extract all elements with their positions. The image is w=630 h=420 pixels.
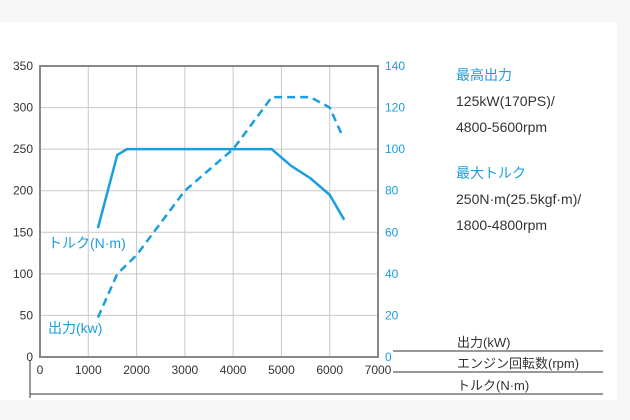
plot-frame: [39, 65, 379, 358]
power-line: [96, 95, 343, 319]
y-left-tick-label: 350: [13, 59, 33, 73]
y-right-tick-label: 140: [385, 59, 405, 73]
max-torque-rpm: 1800-4800rpm: [456, 217, 548, 233]
max-power-rpm: 4800-5600rpm: [456, 119, 548, 135]
rpm-axis-label: エンジン回転数(rpm): [457, 356, 579, 371]
torque-line: [96, 147, 346, 229]
max-torque-value: 250N·m(25.5kgf·m)/: [456, 191, 582, 207]
max-power-title: 最高出力: [456, 67, 512, 83]
x-tick-label: 6000: [316, 363, 343, 377]
x-tick-label: 0: [37, 363, 44, 377]
y-left-tick-label: 100: [13, 267, 33, 281]
y-left-tick-label: 200: [13, 184, 33, 198]
y-right-tick-label: 0: [385, 350, 392, 364]
y-left-tick-label: 250: [13, 142, 33, 156]
x-tick-label: 2000: [123, 363, 150, 377]
x-tick-label: 3000: [172, 363, 199, 377]
y-right-tick-label: 20: [385, 308, 399, 322]
y-left-tick-label: 50: [20, 308, 34, 322]
torque-axis-label: トルク(N·m): [457, 378, 529, 393]
power-axis-label: 出力(kW): [457, 335, 510, 350]
max-torque-title: 最大トルク: [456, 165, 526, 181]
y-right-tick-label: 40: [385, 267, 399, 281]
max-torque-spec: 最大トルク 250N·m(25.5kgf·m)/ 1800-4800rpm: [456, 160, 581, 238]
y-right-tick-label: 120: [385, 101, 405, 115]
y-right-tick-label: 80: [385, 184, 399, 198]
x-tick-label: 1000: [75, 363, 102, 377]
x-tick-label: 5000: [268, 363, 295, 377]
y-right-tick-label: 60: [385, 225, 399, 239]
x-tick-label: 4000: [220, 363, 247, 377]
y-right-tick-label: 100: [385, 142, 405, 156]
max-power-value: 125kW(170PS)/: [456, 93, 555, 109]
y-left-tick-label: 300: [13, 101, 33, 115]
axis-legend: 出力(kW) エンジン回転数(rpm) トルク(N·m): [29, 335, 603, 398]
max-power-spec: 最高出力 125kW(170PS)/ 4800-5600rpm: [456, 62, 555, 140]
y-left-tick-label: 0: [26, 350, 33, 364]
power-series-label: 出力(kw): [48, 320, 102, 336]
torque-series-label: トルク(N·m): [48, 235, 126, 251]
x-tick-label: 7000: [365, 363, 392, 377]
y-left-tick-label: 150: [13, 225, 33, 239]
